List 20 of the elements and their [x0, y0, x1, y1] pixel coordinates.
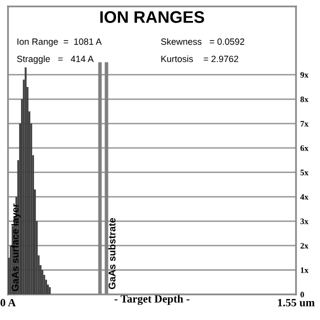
y-tick-label: 8x: [300, 96, 308, 102]
y-tick-label: 2x: [300, 242, 308, 248]
x-tick-label: 1.55 um: [278, 298, 315, 306]
y-tick-label: 4x: [300, 194, 308, 200]
y-tick-label: 6x: [300, 145, 308, 151]
y-tick-label: 5x: [300, 170, 308, 176]
y-tick-label: 7x: [300, 120, 308, 126]
annotation: Ion Range = 1081 A: [17, 38, 102, 47]
x-axis-title: - Target Depth -: [114, 294, 190, 305]
x-tick-label: 0 A: [0, 298, 16, 306]
annotation: Straggle = 414 A: [17, 55, 94, 64]
y-tick-label: 3x: [300, 218, 308, 224]
y-tick-label: 1x: [300, 267, 308, 273]
chart-title: ION RANGES: [100, 11, 204, 23]
annotation: Skewness = 0.0592: [161, 38, 244, 45]
annotation: Kurtosis = 2.9762: [161, 55, 238, 62]
annotation: GaAs surface layer: [11, 204, 21, 292]
y-tick-label: 0: [300, 292, 304, 298]
annotation: GaAs substrate: [108, 218, 116, 290]
y-tick-label: 9x: [300, 72, 308, 78]
